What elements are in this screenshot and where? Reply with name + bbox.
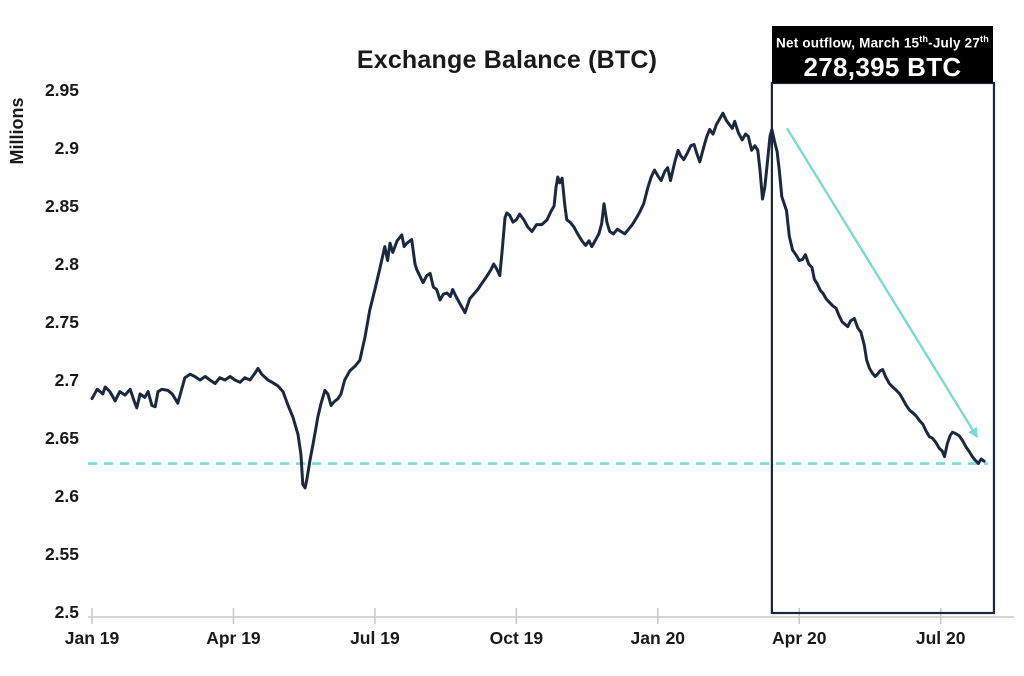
series-line — [90, 111, 986, 490]
x-axis-tick-marks — [91, 608, 942, 624]
callout-label: Net outflow, March 15th-July 27th — [776, 34, 989, 51]
x-tick-label: Jan 20 — [631, 628, 686, 648]
x-tick-label: Apr 20 — [772, 628, 827, 648]
y-tick-label: 2.95 — [45, 80, 79, 100]
y-tick-label: 2.75 — [45, 312, 79, 332]
trend-arrow — [785, 127, 979, 439]
x-axis-tick-labels: Jan 19 Apr 19 Jul 19 Oct 19 Jan 20 Apr 20 Jul … — [65, 628, 966, 648]
x-tick-label: Oct 19 — [490, 628, 544, 648]
y-tick-label: 2.8 — [55, 254, 80, 274]
highlight-box — [770, 81, 996, 615]
y-tick-label: 2.5 — [55, 602, 80, 622]
y-tick-label: 2.7 — [55, 370, 79, 390]
y-tick-label: 2.55 — [45, 544, 79, 564]
y-tick-label: 2.6 — [55, 486, 80, 506]
chart-title: Exchange Balance (BTC) — [356, 46, 658, 74]
x-tick-label: Jul 19 — [350, 628, 400, 648]
callout-value: 278,395 BTC — [803, 51, 962, 82]
net-outflow-callout: Net outflow, March 15th-July 27th 278,39… — [772, 26, 993, 83]
y-tick-label: 2.65 — [45, 428, 79, 448]
y-tick-label: 2.85 — [45, 196, 79, 216]
x-tick-label: Jul 20 — [916, 628, 966, 648]
x-tick-label: Jan 19 — [65, 628, 120, 648]
x-tick-label: Apr 19 — [206, 628, 261, 648]
y-axis-tick-labels: 2.95 2.9 2.85 2.8 2.75 2.7 2.65 2.6 2.55 2.5 — [45, 80, 79, 622]
y-tick-label: 2.9 — [55, 138, 80, 158]
